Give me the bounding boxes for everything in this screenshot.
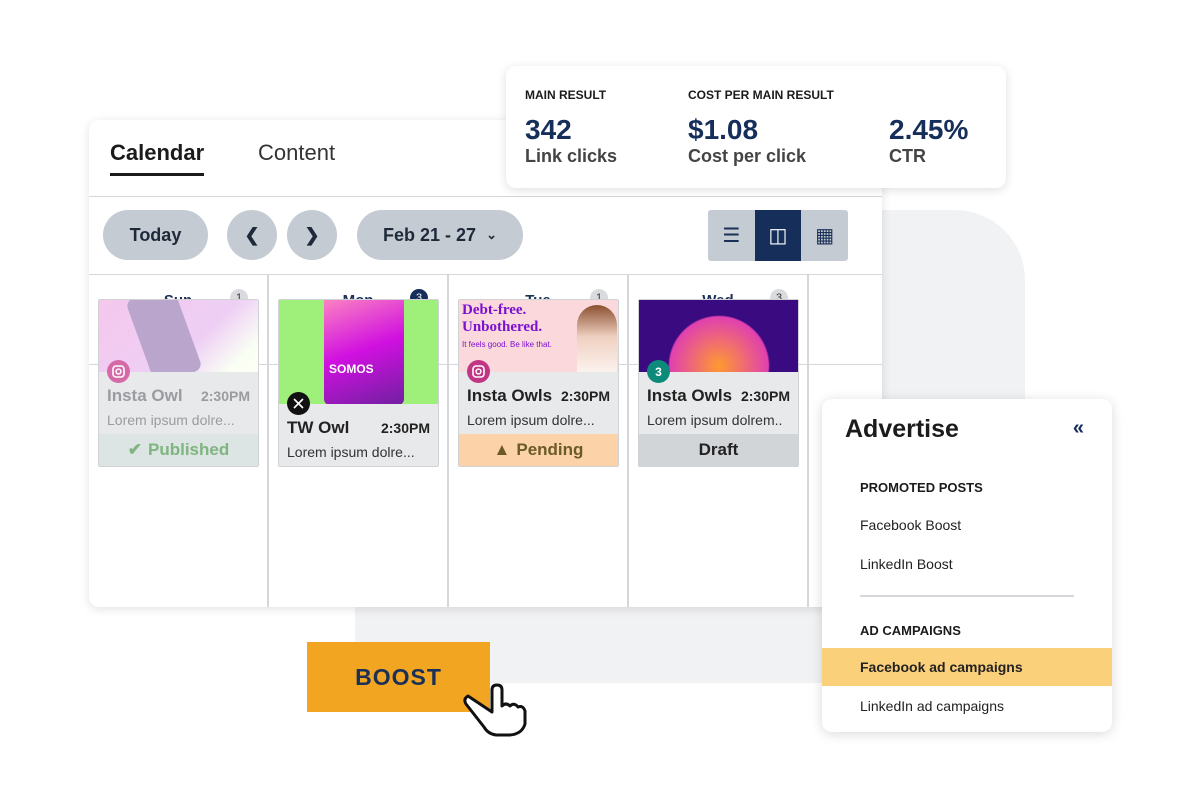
post-text: Lorem ipsum dolre... [107,412,235,428]
x-twitter-icon [287,392,310,415]
day-column-tue: Tue 23 1 Debt-free. Unbothered. It feels… [449,275,629,607]
tab-content[interactable]: Content [258,140,336,165]
instagram-icon [107,360,130,383]
post-account: Insta Owls [647,386,733,405]
chevron-down-icon: ⌄ [486,227,497,242]
post-text: Lorem ipsum dolre... [287,444,415,460]
calendar-panel: Calendar Content Today ❮ ❯ Feb 21 - 27 ⌄ … [89,120,882,607]
advertise-title: Advertise [845,415,959,443]
week-columns-icon[interactable]: ◫ [754,210,802,261]
promoted-posts-heading: PROMOTED POSTS [860,480,983,495]
post-card[interactable]: Insta Owl 2:30PM Lorem ipsum dolre... ✔ Pu… [98,299,259,467]
cost-label: COST PER MAIN RESULT [688,88,834,102]
post-image: Debt-free. Unbothered. It feels good. Be… [459,300,618,372]
boost-button[interactable]: BOOST [307,642,490,712]
date-range-label: Feb 21 - 27 [383,224,477,245]
cost-sub: Cost per click [688,146,807,166]
post-image [99,300,258,372]
list-view-icon[interactable]: ☰ [722,225,741,247]
post-text: Lorem ipsum dolrem.. [647,412,783,428]
ad-campaigns-heading: AD CAMPAIGNS [860,623,961,638]
post-card[interactable]: 3 Insta Owls 2:30PM Lorem ipsum dolrem.. … [638,299,799,467]
menu-item-linkedin-boost[interactable]: LinkedIn Boost [860,556,953,572]
main-result-label: MAIN RESULT [525,88,607,102]
post-account: TW Owl [287,418,350,437]
post-time: 2:30PM [740,388,790,404]
main-result-sub: Link clicks [525,146,618,166]
advertise-panel: Advertise « PROMOTED POSTS Facebook Boos… [822,399,1112,732]
day-column-partial [809,275,882,607]
ctr-sub: CTR [889,146,926,166]
tab-bar: Calendar Content [89,120,882,197]
date-range-dropdown[interactable]: Feb 21 - 27 ⌄ [357,210,523,260]
status-draft: Draft [639,434,798,466]
instagram-icon [467,360,490,383]
post-time: 2:30PM [200,388,250,404]
menu-item-facebook-ad-campaigns[interactable]: Facebook ad campaigns [822,648,1112,686]
menu-item-linkedin-ad-campaigns[interactable]: LinkedIn ad campaigns [860,698,1004,714]
main-result-value: 342 [525,114,572,145]
post-card[interactable]: Debt-free. Unbothered. It feels good. Be… [458,299,619,467]
tab-calendar[interactable]: Calendar [110,140,205,176]
next-week-button[interactable]: ❯ [287,210,337,260]
post-image [639,300,798,372]
multi-network-count-icon: 3 [647,360,670,383]
post-account: Insta Owls [467,386,553,405]
divider [860,595,1074,597]
metrics-card: MAIN RESULT 342 Link clicks COST PER MAIN … [506,66,1006,188]
status-published: ✔ Published [99,434,258,466]
chevron-left-icon: ❮ [244,224,260,245]
post-image: SOMOS [279,300,438,404]
post-account: Insta Owl [107,386,183,405]
today-button[interactable]: Today [103,210,208,260]
chevron-right-icon: ❯ [304,224,320,245]
post-time: 2:30PM [380,420,430,436]
status-pending: ▲ Pending [459,434,618,466]
ctr-value: 2.45% [889,114,969,145]
cost-value: $1.08 [688,114,759,145]
warning-icon: ▲ [493,440,511,459]
calendar-toolbar: Today ❮ ❯ Feb 21 - 27 ⌄ ☰ ◫ ▦ [89,197,882,275]
hand-pointer-cursor-icon [463,683,527,737]
post-time: 2:30PM [560,388,610,404]
double-chevron-left-icon[interactable]: « [1072,417,1084,439]
post-card[interactable]: SOMOS TW Owl 2:30PM Lorem ipsum dolre... [278,299,439,467]
prev-week-button[interactable]: ❮ [227,210,277,260]
post-text: Lorem ipsum dolre... [467,412,595,428]
view-switcher: ☰ ◫ ▦ [708,210,848,261]
check-circle-icon: ✔ [127,440,142,459]
month-calendar-icon[interactable]: ▦ [815,225,835,247]
menu-item-facebook-boost[interactable]: Facebook Boost [860,517,962,533]
